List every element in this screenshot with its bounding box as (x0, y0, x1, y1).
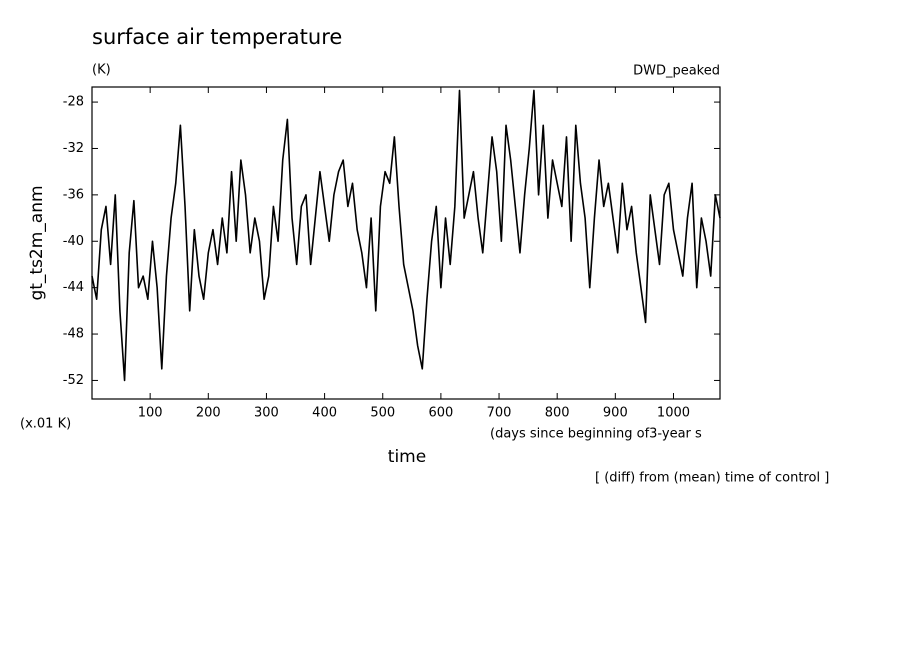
x-tick-label: 600 (428, 406, 453, 421)
data-line (91, 89, 721, 382)
chart-title: surface air temperature (92, 25, 342, 49)
x-axis-note: (days since beginning of3-year s (490, 427, 702, 442)
y-axis-label: gt_ts2m_anm (27, 185, 47, 300)
y-tick-label: -28 (63, 95, 84, 110)
y-tick-label: -44 (63, 280, 84, 295)
y-tick-label: -32 (63, 141, 84, 156)
y-tick-label: -52 (63, 373, 84, 388)
scale-note: (x.01 K) (20, 417, 71, 432)
x-tick-label: 1000 (657, 406, 690, 421)
x-tick-label: 500 (370, 406, 395, 421)
plot-frame (91, 86, 721, 400)
x-tick-label: 300 (254, 406, 279, 421)
x-tick-label: 700 (487, 406, 512, 421)
x-tick-label: 800 (545, 406, 570, 421)
x-axis-label: time (388, 447, 426, 467)
x-tick-label: 100 (138, 406, 163, 421)
footer: [ (diff) from (mean) time of control ] (595, 471, 829, 486)
x-tick-label: 900 (603, 406, 628, 421)
experiment-label: DWD_peaked (633, 64, 720, 79)
y-tick-label: -36 (63, 187, 84, 202)
x-tick-label: 200 (196, 406, 221, 421)
x-tick-label: 400 (312, 406, 337, 421)
y-tick-label: -40 (63, 234, 84, 249)
y-tick-label: -48 (63, 327, 84, 342)
unit-label: (K) (92, 63, 111, 78)
